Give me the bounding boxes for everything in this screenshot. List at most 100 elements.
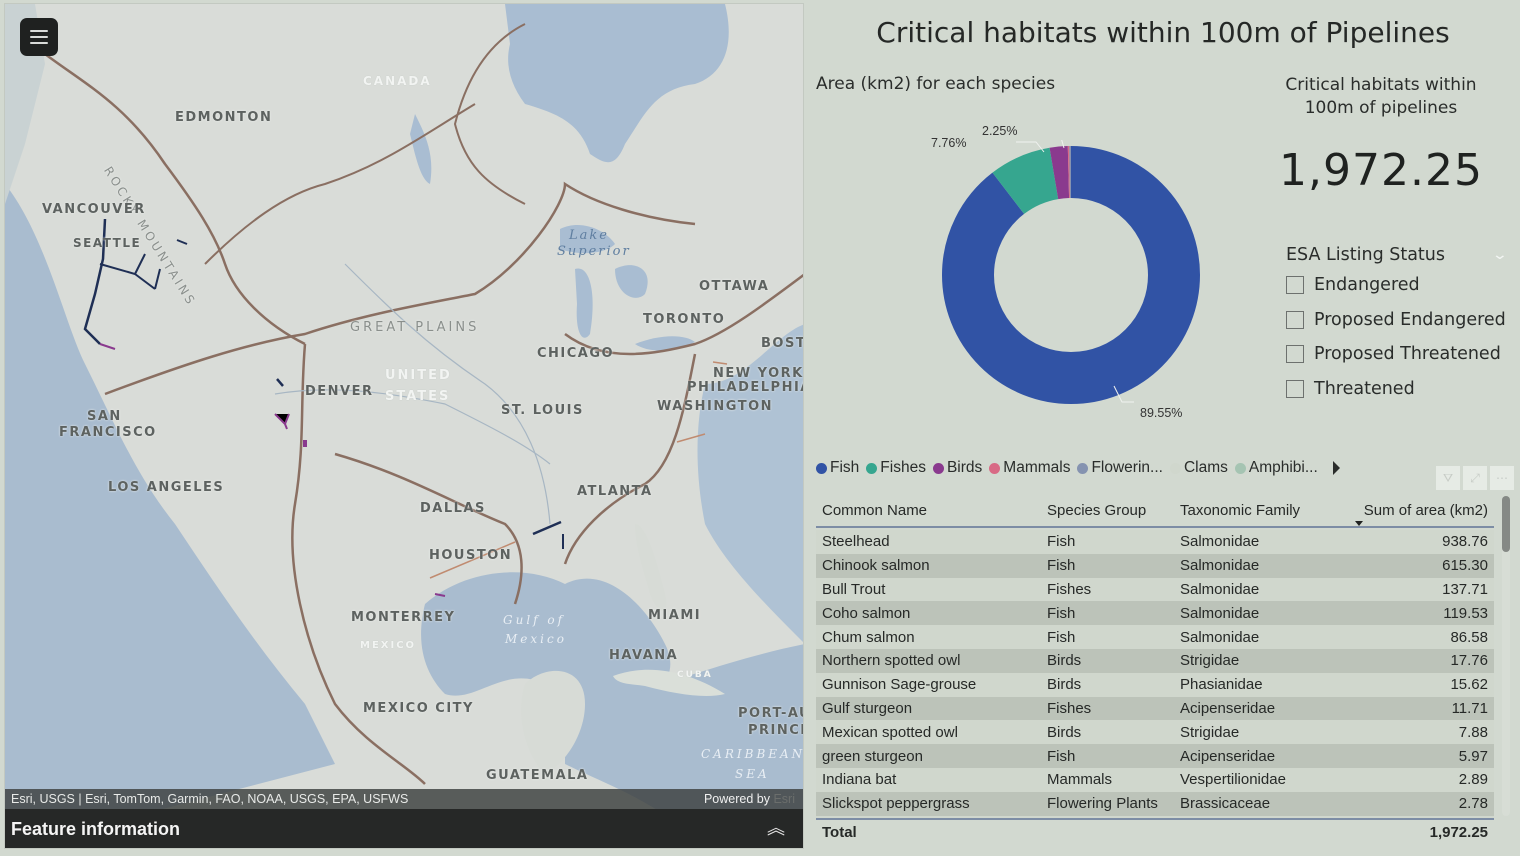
map-label-san-francisco-2: FRANCISCO [59, 425, 157, 440]
table-row[interactable]: Chum salmon Fish Salmonidae 86.58 [816, 625, 1494, 649]
focus-mode-icon[interactable]: ⤢ [1463, 466, 1487, 490]
table-row[interactable]: Tri-colored batFishPercidae2.64 [816, 815, 1494, 818]
table-row[interactable]: Bull Trout Fishes Salmonidae 137.71 [816, 577, 1494, 602]
map-label-miami: MIAMI [648, 608, 702, 623]
map-visual[interactable]: CANADA EDMONTON ROCKY MOUNTAINS VANCOUVE… [4, 3, 804, 849]
legend-dot-icon [1234, 462, 1246, 474]
checkbox[interactable] [1286, 379, 1304, 398]
map-label-chicago: CHICAGO [537, 346, 615, 361]
table-row[interactable]: Northern spotted owl Birds Strigidae 17.76 [816, 648, 1494, 673]
map-label-guatemala: GUATEMALA [486, 768, 589, 783]
kpi-card-title: Critical habitats within 100m of pipelin… [1285, 75, 1477, 118]
table-row[interactable]: Coho salmon Fish Salmonidae 119.53 [816, 601, 1494, 626]
powered-by[interactable]: Powered by Esri [703, 792, 795, 806]
hamburger-menu-icon [30, 30, 48, 44]
legend-item-mammals[interactable]: Mammals [989, 459, 1070, 477]
page-title: Critical habitats within 100m of Pipelin… [876, 16, 1450, 49]
donut-chart[interactable]: 7.76% 2.25% 89.55% [931, 124, 1206, 420]
donut-label-fishes: 7.76% [931, 136, 967, 150]
map-label-toronto: TORONTO [643, 312, 726, 327]
column-header-taxonomic-family[interactable]: Taxonomic Family [1180, 501, 1301, 519]
table-row[interactable]: Chinook salmon Fish Salmonidae 615.30 [816, 553, 1494, 578]
map-label-atlanta: ATLANTA [577, 484, 653, 499]
donut-slice-fish[interactable] [942, 146, 1200, 404]
double-chevron-up-icon[interactable]: ︽ [767, 818, 785, 839]
map-label-havana: HAVANA [609, 648, 679, 663]
total-label: Total [822, 823, 857, 841]
table-row[interactable]: Mexican spotted owl Birds Strigidae 7.88 [816, 720, 1494, 745]
map-label-st-louis: ST. LOUIS [501, 403, 584, 418]
legend-item-amphibians[interactable]: Amphibi... [1234, 459, 1318, 477]
map-label-houston: HOUSTON [429, 548, 513, 563]
table-row[interactable]: Indiana bat Mammals Vespertilionidae 2.89 [816, 767, 1494, 792]
feature-information-bar[interactable]: Feature information ︽ [5, 809, 803, 848]
table-scrollbar[interactable] [1502, 496, 1510, 816]
feature-information-title: Feature information [11, 818, 181, 839]
slicer-item-endangered[interactable]: Endangered [1286, 268, 1506, 303]
column-header-sum-of-area[interactable]: Sum of area (km2) [1352, 502, 1494, 526]
table-body[interactable]: Steelhead Fish Salmonidae 938.76 Chinook sa… [816, 528, 1494, 820]
chevron-down-icon[interactable]: ⌄ [1491, 247, 1509, 263]
legend-item-birds[interactable]: Birds [932, 459, 982, 477]
legend-dot-icon [816, 462, 827, 474]
legend-item-flowering-plants[interactable]: Flowerin... [1077, 459, 1163, 477]
map-label-lake-superior-1: Lake [569, 228, 609, 243]
map-label-ottawa: OTTAWA [699, 279, 770, 294]
slicer-item-proposed-endangered[interactable]: Proposed Endangered [1286, 303, 1506, 338]
donut-legend: Fish Fishes Birds Mammals Flowerin... Cl… [816, 458, 1340, 478]
map-label-mexico: MEXICO [360, 640, 417, 651]
table-row[interactable]: Gulf sturgeon Fishes Acipenseridae 11.71 [816, 696, 1494, 721]
slicer-header: ESA Listing Status ⌄ [1286, 242, 1509, 268]
donut-slice-flowering-plants[interactable] [942, 146, 1200, 404]
map-label-edmonton: EDMONTON [175, 110, 273, 125]
hamburger-menu-button[interactable] [20, 18, 58, 56]
legend-dot-icon [1077, 462, 1089, 474]
table-total-row: Total 1,972.25 [816, 820, 1494, 844]
map-label-mexico-city: MEXICO CITY [363, 701, 474, 716]
donut-label-birds: 2.25% [982, 124, 1018, 138]
right-panel: Critical habitats within 100m of Pipelin… [806, 0, 1520, 856]
map-label-gulf-of-mexico-1: Gulf of [503, 613, 566, 627]
map-label-port-au-prince-1: PORT-AU [738, 706, 804, 721]
scrollbar-thumb[interactable] [1502, 496, 1510, 552]
esri-logo: Esri [773, 792, 795, 806]
table-header: Common Name Species Group Taxonomic Fami… [816, 494, 1494, 528]
map-label-los-angeles: LOS ANGELES [108, 480, 225, 495]
map-attribution: Esri, USGS | Esri, TomTom, Garmin, FAO, … [5, 789, 803, 809]
map-label-vancouver: VANCOUVER [42, 202, 146, 217]
donut-chart-title: Area (km2) for each species [816, 74, 1056, 94]
total-value: 1,972.25 [1429, 823, 1488, 841]
kpi-card-value: 1,972.25 [1279, 145, 1483, 196]
legend-item-clams[interactable]: Clams [1169, 459, 1228, 477]
checkbox[interactable] [1286, 345, 1304, 364]
map-label-gulf-of-mexico-2: Mexico [505, 632, 567, 646]
table-row[interactable]: Gunnison Sage-grouse Birds Phasianidae 15.6… [816, 672, 1494, 697]
map-label-canada: CANADA [363, 74, 432, 88]
map-label-denver: DENVER [305, 384, 374, 399]
donut-chart-svg[interactable] [936, 133, 1206, 410]
legend-item-fishes[interactable]: Fishes [866, 459, 926, 477]
map-label-united-states-1: UNITED [385, 368, 452, 383]
legend-next-arrow-icon[interactable] [1332, 461, 1340, 475]
checkbox[interactable] [1286, 276, 1304, 295]
table-row[interactable]: green sturgeon Fish Acipenseridae 5.97 [816, 744, 1494, 768]
legend-item-fish[interactable]: Fish [816, 459, 859, 477]
more-options-icon[interactable]: ⋯ [1490, 466, 1514, 490]
map-label-caribbean-2: SEA [735, 767, 770, 781]
map-label-seattle: SEATTLE [73, 236, 142, 250]
basemap[interactable] [5, 4, 804, 849]
map-label-united-states-2: STATES [385, 389, 451, 404]
column-header-species-group[interactable]: Species Group [1047, 501, 1147, 519]
table-row[interactable]: Steelhead Fish Salmonidae 938.76 [816, 530, 1494, 554]
map-label-washington: WASHINGTON [657, 399, 774, 414]
attribution-text: Esri, USGS | Esri, TomTom, Garmin, FAO, … [11, 792, 409, 806]
checkbox[interactable] [1286, 310, 1304, 329]
column-header-common-name[interactable]: Common Name [822, 501, 928, 519]
slicer-item-proposed-threatened[interactable]: Proposed Threatened [1286, 337, 1506, 372]
slicer-item-threatened[interactable]: Threatened [1286, 372, 1506, 407]
map-label-monterrey: MONTERREY [351, 610, 456, 625]
legend-dot-icon [989, 462, 1001, 474]
table-row[interactable]: Slickspot peppergrass Flowering Plants Bra… [816, 791, 1494, 816]
map-label-new-york: NEW YORK [713, 366, 804, 381]
filter-icon[interactable]: ⛛ [1436, 466, 1460, 490]
